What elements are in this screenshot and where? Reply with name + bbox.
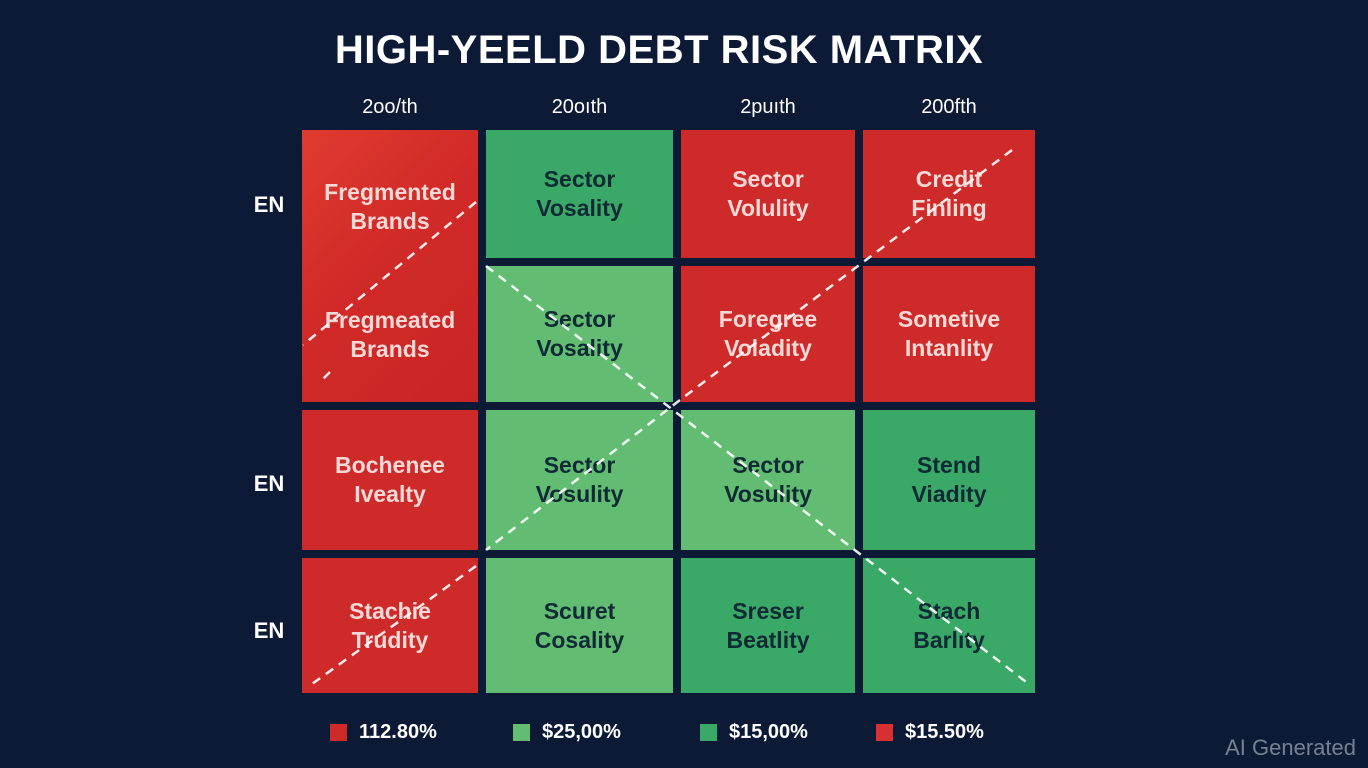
row-header-2: EN — [253, 471, 285, 496]
legend-swatch — [876, 723, 893, 741]
cell-r3-c4: Stend Viadity — [863, 410, 1035, 550]
ai-generated-watermark: AI Generated — [1225, 735, 1356, 760]
cell-label: Sreser Beatlity — [726, 597, 810, 653]
column-header-2: 20oıth — [551, 96, 608, 118]
column-header-1: 2oo/th — [362, 96, 418, 118]
cell-r3-c1: Bochenee Ivealty — [302, 410, 478, 550]
legend-label: $15.50% — [905, 720, 984, 743]
legend-swatch — [330, 723, 347, 741]
cell-r1-c4: Credit Finling — [863, 130, 1035, 258]
cell-label: Sometive Intanlity — [897, 306, 1001, 361]
column-header-3: 2puıth — [740, 96, 796, 118]
legend-label: 112.80% — [359, 720, 437, 743]
legend-label: $15,00% — [729, 720, 808, 743]
cell-r4-c3: Sreser Beatlity — [681, 558, 855, 693]
cell-r4-c2: Scuret Cosality — [486, 558, 673, 693]
row-header-1: EN — [253, 192, 285, 217]
matrix-title: HIGH-YEELD DEBT RISK MATRIX — [334, 28, 984, 72]
cell-r4-c4: Stach Barlity — [863, 558, 1035, 693]
legend-label: $25,00% — [542, 720, 621, 743]
cell-r2-c4: Sometive Intanlity — [863, 266, 1035, 402]
cell-label: Credit Finling — [911, 166, 987, 221]
cell-label: Sector Volulity — [727, 166, 809, 221]
legend-swatch — [700, 723, 717, 741]
cell-label: Sector Vosulity — [724, 452, 812, 507]
cell-label: Sector Vosality — [536, 306, 623, 361]
legend-item-1: 112.80% — [330, 720, 437, 744]
cell-label: Stachie Trudity — [349, 597, 431, 653]
cell-label-fragmented-top: Fregmented Brands — [324, 179, 456, 234]
column-header-4: 200fth — [921, 96, 977, 118]
cell-label: Scuret Cosality — [534, 597, 625, 653]
cell-label: Stend Viadity — [911, 452, 987, 507]
legend-item-4: $15.50% — [876, 720, 984, 744]
cell-label: Sector Vosality — [536, 166, 623, 221]
cell-label: Bochenee Ivealty — [335, 452, 445, 507]
legend-item-2: $25,00% — [513, 720, 621, 744]
cell-r3-c2: Sector Vosulity — [486, 410, 673, 550]
cell-r1-c2: Sector Vosality — [486, 130, 673, 258]
cell-label: Sector Vosulity — [535, 452, 624, 507]
cell-r2-c3: Foregree Voladity — [681, 266, 855, 402]
cell-label-fragmented-bottom: Fregmeated Brands — [324, 307, 456, 362]
legend-item-3: $15,00% — [700, 720, 808, 744]
cell-r4-c1: Stachie Trudity — [302, 558, 478, 693]
cell-label: Stach Barlity — [913, 597, 985, 653]
cell-r2-c2: Sector Vosality — [486, 266, 673, 402]
cell-label: Foregree Voladity — [718, 306, 818, 361]
cell-r3-c3: Sector Vosulity — [681, 410, 855, 550]
cell-fragmented-brands: Fregmented Brands Fregmeated Brands — [302, 130, 478, 402]
legend-swatch — [513, 723, 530, 741]
row-header-3: EN — [253, 618, 285, 643]
cell-r1-c3: Sector Volulity — [681, 130, 855, 258]
